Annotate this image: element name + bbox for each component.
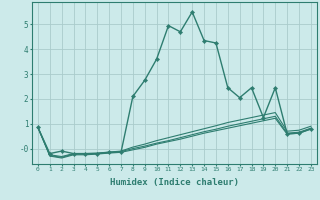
X-axis label: Humidex (Indice chaleur): Humidex (Indice chaleur) — [110, 178, 239, 187]
